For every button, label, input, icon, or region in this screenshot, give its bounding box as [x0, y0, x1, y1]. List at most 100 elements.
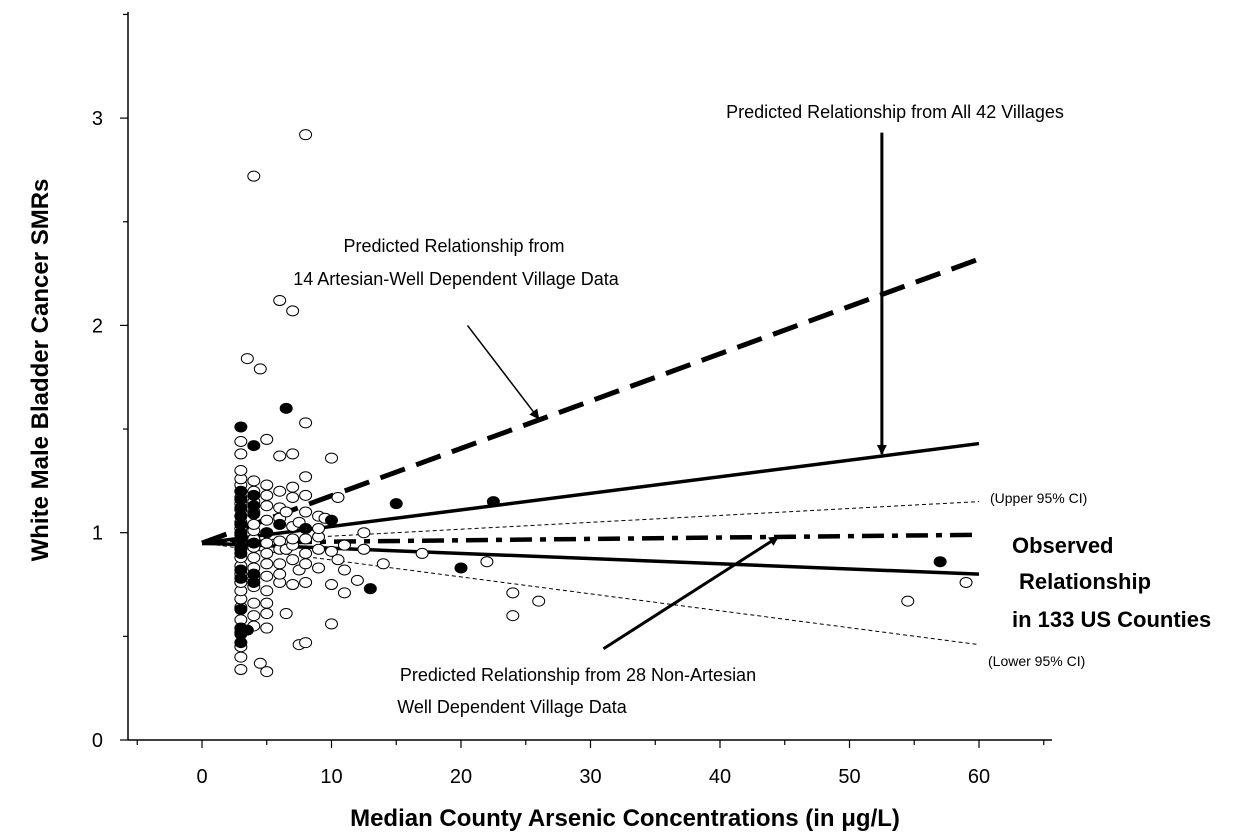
filled-data-point — [279, 402, 293, 414]
open-data-point — [260, 608, 274, 620]
open-data-point — [337, 587, 351, 599]
open-data-point — [253, 363, 267, 375]
open-data-point — [299, 547, 313, 559]
open-data-point — [260, 666, 274, 678]
open-data-point — [506, 610, 520, 622]
open-data-point — [325, 618, 338, 630]
x-tick-label: 0 — [196, 766, 207, 788]
filled-data-point — [234, 603, 248, 615]
open-data-point — [286, 554, 300, 566]
open-data-point — [247, 597, 261, 609]
open-data-point — [337, 539, 351, 551]
y-tick-label: 0 — [92, 730, 103, 752]
annotation-observed-line-3: in 133 US Counties — [1012, 607, 1211, 632]
y-tick-label: 3 — [92, 108, 103, 130]
open-data-point — [532, 595, 546, 607]
filled-data-point — [325, 514, 338, 526]
open-data-point — [234, 651, 248, 663]
axes: 0 10 20 30 40 50 60 0 1 2 3 — [92, 12, 1052, 788]
open-data-point — [350, 574, 364, 586]
open-data-point — [286, 481, 300, 493]
open-data-point — [286, 533, 300, 545]
x-tick-label: 60 — [968, 766, 990, 788]
annotation-nonartesian-line-2: Well Dependent Village Data — [397, 697, 627, 717]
x-tick-label: 20 — [450, 766, 472, 788]
filled-data-point — [933, 556, 947, 568]
x-tick-label: 10 — [320, 766, 342, 788]
open-data-point — [260, 558, 274, 570]
open-data-point — [247, 610, 261, 622]
open-data-point — [299, 417, 313, 429]
annotation-artesian-line-1: Predicted Relationship from — [343, 236, 564, 256]
open-data-point — [299, 576, 313, 588]
plot-lines — [201, 256, 980, 646]
open-data-point — [480, 556, 494, 568]
x-tick-label: 50 — [838, 766, 860, 788]
filled-data-point — [389, 498, 403, 510]
open-data-point — [376, 558, 390, 570]
open-data-point — [234, 465, 248, 477]
open-data-point — [247, 170, 261, 182]
open-data-point — [253, 657, 267, 669]
open-data-point — [299, 129, 313, 141]
filled-data-point — [240, 624, 254, 636]
open-data-point — [260, 537, 274, 549]
open-data-point — [234, 435, 248, 447]
filled-data-point — [247, 568, 261, 580]
open-data-point — [260, 514, 274, 526]
open-data-point — [273, 450, 287, 462]
filled-data-point — [234, 421, 248, 433]
open-data-point — [299, 489, 313, 501]
open-data-point — [325, 579, 338, 591]
open-data-point — [299, 558, 313, 570]
y-tick-label: 1 — [92, 523, 103, 545]
open-data-point — [312, 523, 326, 535]
open-data-point — [286, 448, 300, 460]
regression-line-dashed-thick — [201, 256, 980, 546]
filled-data-point — [234, 485, 248, 497]
y-axis-title: White Male Bladder Cancer SMRs — [27, 179, 54, 562]
open-data-point — [286, 491, 300, 503]
filled-data-point — [486, 496, 500, 508]
filled-data-point — [247, 537, 261, 549]
open-data-point — [286, 305, 300, 317]
open-data-point — [260, 622, 274, 634]
open-data-point — [506, 587, 520, 599]
filled-data-point — [247, 440, 261, 452]
open-data-point — [286, 579, 300, 591]
annotation-artesian-line-2: 14 Artesian-Well Dependent Village Data — [293, 269, 620, 289]
open-data-point — [299, 471, 313, 483]
annotation-nonartesian-line-1: Predicted Relationship from 28 Non-Artes… — [400, 665, 756, 685]
open-data-point — [415, 547, 429, 559]
open-data-point — [901, 595, 915, 607]
open-data-point — [279, 506, 293, 518]
open-data-point — [247, 552, 261, 564]
open-data-point — [260, 479, 274, 491]
open-data-point — [273, 295, 287, 307]
open-data-point — [260, 547, 274, 559]
open-data-point — [331, 554, 345, 566]
open-data-point — [273, 558, 287, 570]
open-data-point — [325, 452, 338, 464]
regression-line-dash-dot-thick — [201, 532, 980, 546]
open-data-point — [959, 576, 973, 588]
filled-data-point — [363, 583, 377, 595]
open-data-point — [273, 485, 287, 497]
x-axis-title: Median County Arsenic Concentrations (in… — [350, 805, 900, 832]
open-data-point — [247, 518, 261, 530]
open-data-point — [273, 535, 287, 547]
open-data-point — [325, 545, 338, 557]
open-data-point — [240, 353, 254, 365]
annotation-observed-line-2: Relationship — [1019, 569, 1151, 594]
regression-line-thin-dashed — [201, 542, 980, 646]
open-data-point — [331, 491, 345, 503]
open-data-point — [260, 489, 274, 501]
open-data-point — [260, 500, 274, 512]
y-tick-label: 2 — [92, 315, 103, 337]
open-data-point — [260, 597, 274, 609]
arrow-artesian — [466, 324, 540, 420]
filled-data-point — [454, 562, 468, 574]
annotation-observed-line-1: Observed — [1012, 533, 1114, 558]
open-data-point — [312, 543, 326, 555]
